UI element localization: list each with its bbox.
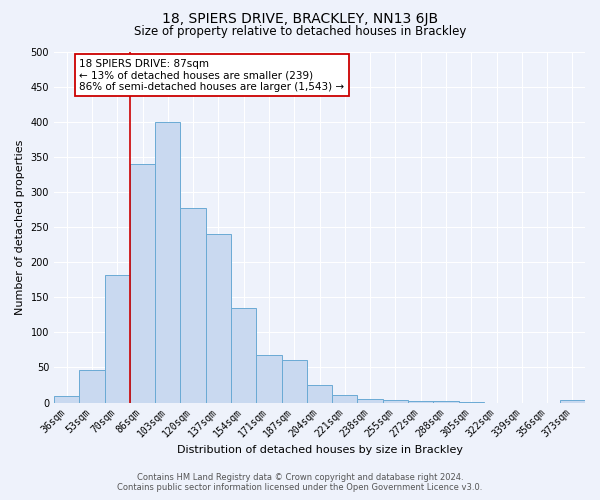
Bar <box>206 234 231 402</box>
Bar <box>433 401 458 402</box>
Bar <box>256 355 281 403</box>
Bar <box>155 122 181 402</box>
Bar <box>358 399 383 402</box>
Bar <box>332 395 358 402</box>
Text: Contains HM Land Registry data © Crown copyright and database right 2024.
Contai: Contains HM Land Registry data © Crown c… <box>118 473 482 492</box>
Bar <box>79 370 104 402</box>
Bar <box>307 385 332 402</box>
Text: 18, SPIERS DRIVE, BRACKLEY, NN13 6JB: 18, SPIERS DRIVE, BRACKLEY, NN13 6JB <box>162 12 438 26</box>
Text: Size of property relative to detached houses in Brackley: Size of property relative to detached ho… <box>134 25 466 38</box>
Y-axis label: Number of detached properties: Number of detached properties <box>15 140 25 314</box>
Bar <box>104 275 130 402</box>
Bar <box>281 360 307 403</box>
Bar <box>231 308 256 402</box>
Bar <box>383 400 408 402</box>
Bar <box>181 208 206 402</box>
Bar <box>408 401 433 402</box>
Bar <box>54 396 79 402</box>
X-axis label: Distribution of detached houses by size in Brackley: Distribution of detached houses by size … <box>176 445 463 455</box>
Bar <box>130 164 155 402</box>
Bar <box>560 400 585 402</box>
Text: 18 SPIERS DRIVE: 87sqm
← 13% of detached houses are smaller (239)
86% of semi-de: 18 SPIERS DRIVE: 87sqm ← 13% of detached… <box>79 58 344 92</box>
